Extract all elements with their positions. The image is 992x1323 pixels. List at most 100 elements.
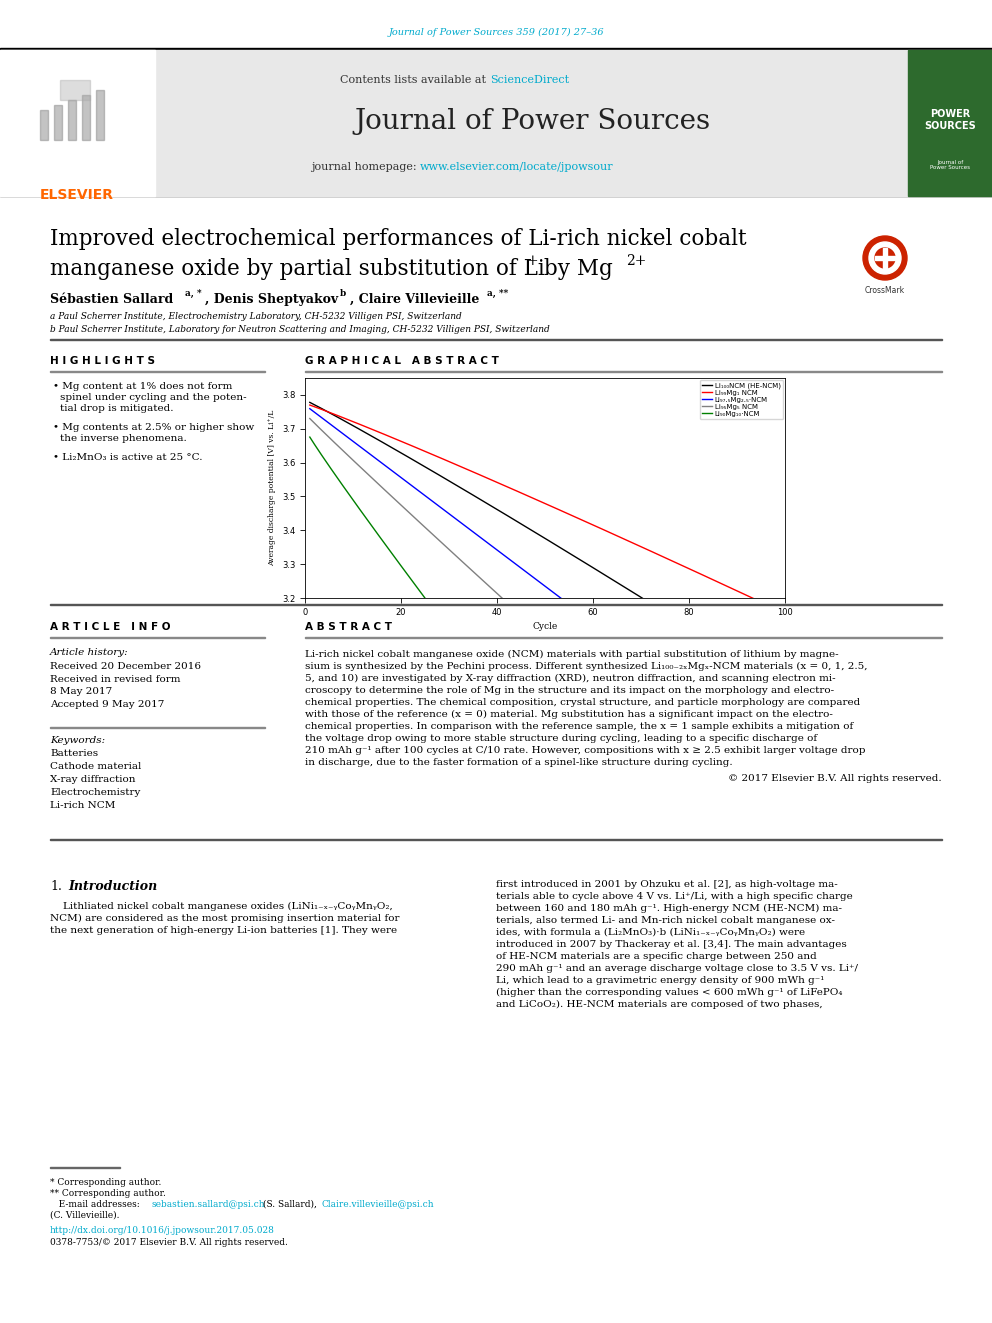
Li₉₇.₅Mg₂.₅·NCM xyxy=(779,759,791,775)
Li₉₅Mg₅ NCM xyxy=(755,824,767,840)
Text: (C. Villevieille).: (C. Villevieille). xyxy=(50,1211,119,1220)
Text: CrossMark: CrossMark xyxy=(865,286,905,295)
Li₉₀Mg₁₀·NCM xyxy=(738,1005,750,1021)
Bar xyxy=(0,193,992,196)
Li₉₉Mg₁ NCM xyxy=(392,433,404,448)
Li₉₅Mg₅ NCM xyxy=(392,495,404,511)
Text: Article history:: Article history: xyxy=(50,648,129,658)
Text: * Corresponding author.: * Corresponding author. xyxy=(50,1177,162,1187)
Li₉₉Mg₁ NCM xyxy=(431,448,442,464)
Li₉₅Mg₅ NCM xyxy=(431,529,442,545)
Text: , Claire Villevieille: , Claire Villevieille xyxy=(350,292,479,306)
Text: terials, also termed Li- and Mn-rich nickel cobalt manganese ox-: terials, also termed Li- and Mn-rich nic… xyxy=(496,916,835,925)
Li₁₀₀NCM (HE-NCM) xyxy=(755,664,767,680)
Circle shape xyxy=(863,235,907,280)
Li₉₉Mg₁ NCM xyxy=(323,405,335,421)
Text: Batteries: Batteries xyxy=(50,749,98,758)
Text: between 160 and 180 mAh g⁻¹. High-energy NCM (HE-NCM) ma-: between 160 and 180 mAh g⁻¹. High-energy… xyxy=(496,904,842,913)
Text: Received 20 December 2016: Received 20 December 2016 xyxy=(50,662,201,671)
Text: by Mg: by Mg xyxy=(537,258,613,280)
Li₉₀Mg₁₀·NCM xyxy=(755,1027,767,1043)
Li₁₀₀NCM (HE-NCM) xyxy=(431,466,442,482)
Text: Li-rich NCM: Li-rich NCM xyxy=(50,800,115,810)
Line: Li₉₀Mg₁₀·NCM: Li₉₀Mg₁₀·NCM xyxy=(310,437,785,1065)
Text: http://dx.doi.org/10.1016/j.jpowsour.2017.05.028: http://dx.doi.org/10.1016/j.jpowsour.201… xyxy=(50,1226,275,1234)
Li₉₅Mg₅ NCM xyxy=(304,410,315,426)
Text: , Denis Sheptyakov: , Denis Sheptyakov xyxy=(205,292,338,306)
Text: Lithliated nickel cobalt manganese oxides (LiNi₁₋ₓ₋ᵧCoᵧMnᵧO₂,: Lithliated nickel cobalt manganese oxide… xyxy=(50,902,393,912)
Li₉₇.₅Mg₂.₅·NCM xyxy=(431,496,442,512)
X-axis label: Cycle: Cycle xyxy=(533,622,558,631)
Li₁₀₀NCM (HE-NCM) xyxy=(332,410,344,426)
Text: introduced in 2007 by Thackeray et al. [3,4]. The main advantages: introduced in 2007 by Thackeray et al. [… xyxy=(496,941,847,949)
Text: the voltage drop owing to more stable structure during cycling, leading to a spe: the voltage drop owing to more stable st… xyxy=(305,734,817,744)
Text: first introduced in 2001 by Ohzuku et al. [2], as high-voltage ma-: first introduced in 2001 by Ohzuku et al… xyxy=(496,880,838,889)
Text: ides, with formula a (Li₂MnO₃)·b (LiNi₁₋ₓ₋ᵧCoᵧMnᵧO₂) were: ides, with formula a (Li₂MnO₃)·b (LiNi₁₋… xyxy=(496,927,806,937)
Li₉₀Mg₁₀·NCM xyxy=(392,554,404,570)
Text: 2+: 2+ xyxy=(626,254,647,269)
Li₉₀Mg₁₀·NCM xyxy=(332,471,344,487)
Text: ELSEVIER: ELSEVIER xyxy=(40,188,114,202)
Bar xyxy=(883,247,887,269)
Bar xyxy=(68,101,76,140)
Text: Contents lists available at: Contents lists available at xyxy=(340,75,490,85)
Li₉₅Mg₅ NCM xyxy=(332,438,344,454)
Line: Li₁₀₀NCM (HE-NCM): Li₁₀₀NCM (HE-NCM) xyxy=(310,402,785,688)
Text: Improved electrochemical performances of Li-rich nickel cobalt: Improved electrochemical performances of… xyxy=(50,228,747,250)
Li₁₀₀NCM (HE-NCM) xyxy=(738,654,750,669)
Text: 1.: 1. xyxy=(50,880,62,893)
Text: ScienceDirect: ScienceDirect xyxy=(490,75,569,85)
Text: manganese oxide by partial substitution of Li: manganese oxide by partial substitution … xyxy=(50,258,545,280)
Text: (S. Sallard),: (S. Sallard), xyxy=(260,1200,319,1209)
Li₉₉Mg₁ NCM xyxy=(755,594,767,610)
Circle shape xyxy=(869,242,901,274)
Text: Li, which lead to a gravimetric energy density of 900 mWh g⁻¹: Li, which lead to a gravimetric energy d… xyxy=(496,976,824,986)
Li₁₀₀NCM (HE-NCM) xyxy=(304,394,315,410)
Text: terials able to cycle above 4 V vs. Li⁺/Li, with a high specific charge: terials able to cycle above 4 V vs. Li⁺/… xyxy=(496,892,853,901)
Text: © 2017 Elsevier B.V. All rights reserved.: © 2017 Elsevier B.V. All rights reserved… xyxy=(728,774,942,783)
Text: of HE-NCM materials are a specific charge between 250 and: of HE-NCM materials are a specific charg… xyxy=(496,953,816,960)
Text: a, **: a, ** xyxy=(487,288,508,298)
Text: • Li₂MnO₃ is active at 25 °C.: • Li₂MnO₃ is active at 25 °C. xyxy=(53,452,202,462)
Li₉₉Mg₁ NCM xyxy=(738,586,750,602)
Text: b Paul Scherrer Institute, Laboratory for Neutron Scattering and Imaging, CH-523: b Paul Scherrer Institute, Laboratory fo… xyxy=(50,325,550,333)
Line: Li₉₇.₅Mg₂.₅·NCM: Li₉₇.₅Mg₂.₅·NCM xyxy=(310,409,785,767)
Text: Claire.villevieille@psi.ch: Claire.villevieille@psi.ch xyxy=(322,1200,434,1209)
Li₉₇.₅Mg₂.₅·NCM xyxy=(304,401,315,417)
Text: croscopy to determine the role of Mg in the structure and its impact on the morp: croscopy to determine the role of Mg in … xyxy=(305,687,834,695)
Text: 0378-7753/© 2017 Elsevier B.V. All rights reserved.: 0378-7753/© 2017 Elsevier B.V. All right… xyxy=(50,1238,288,1248)
Text: in discharge, due to the faster formation of a spinel-like structure during cycl: in discharge, due to the faster formatio… xyxy=(305,758,733,767)
Bar xyxy=(60,79,90,101)
Text: spinel under cycling and the poten-: spinel under cycling and the poten- xyxy=(60,393,247,402)
Li₉₇.₅Mg₂.₅·NCM xyxy=(755,741,767,757)
Text: Cathode material: Cathode material xyxy=(50,762,142,771)
Text: A B S T R A C T: A B S T R A C T xyxy=(305,622,392,632)
Text: the inverse phenomena.: the inverse phenomena. xyxy=(60,434,186,443)
Text: chemical properties. In comparison with the reference sample, the x = 1 sample e: chemical properties. In comparison with … xyxy=(305,722,853,732)
Circle shape xyxy=(875,247,895,269)
Bar xyxy=(875,255,895,261)
Text: • Mg content at 1% does not form: • Mg content at 1% does not form xyxy=(53,382,232,392)
Text: (higher than the corresponding values < 600 mWh g⁻¹ of LiFePO₄: (higher than the corresponding values < … xyxy=(496,988,842,998)
Text: sium is synthesized by the Pechini process. Different synthesized Li₁₀₀₋₂ₓMgₓ-NC: sium is synthesized by the Pechini proce… xyxy=(305,662,867,671)
Bar xyxy=(82,95,90,140)
Text: and LiCoO₂). HE-NCM materials are composed of two phases,: and LiCoO₂). HE-NCM materials are compos… xyxy=(496,1000,822,1009)
Li₉₉Mg₁ NCM xyxy=(779,606,791,622)
Li₉₇.₅Mg₂.₅·NCM xyxy=(392,467,404,483)
Text: Sébastien Sallard: Sébastien Sallard xyxy=(50,292,174,306)
Text: a, *: a, * xyxy=(185,288,201,298)
Li₉₉Mg₁ NCM xyxy=(332,407,344,423)
Text: 210 mAh g⁻¹ after 100 cycles at C/10 rate. However, compositions with x ≥ 2.5 ex: 210 mAh g⁻¹ after 100 cycles at C/10 rat… xyxy=(305,746,865,755)
Text: +: + xyxy=(527,254,539,269)
Li₉₅Mg₅ NCM xyxy=(323,429,335,445)
Text: Journal of Power Sources: Journal of Power Sources xyxy=(354,108,710,135)
Li₉₀Mg₁₀·NCM xyxy=(323,458,335,474)
Legend: Li₁₀₀NCM (HE-NCM), Li₉₉Mg₁ NCM, Li₉₇.₅Mg₂.₅·NCM, Li₉₅Mg₅ NCM, Li₉₀Mg₁₀·NCM: Li₁₀₀NCM (HE-NCM), Li₉₉Mg₁ NCM, Li₉₇.₅Mg… xyxy=(699,380,783,419)
Text: Keywords:: Keywords: xyxy=(50,736,105,745)
Text: POWER
SOURCES: POWER SOURCES xyxy=(925,110,976,131)
Text: • Mg contents at 2.5% or higher show: • Mg contents at 2.5% or higher show xyxy=(53,423,254,433)
Text: Journal of Power Sources 359 (2017) 27–36: Journal of Power Sources 359 (2017) 27–3… xyxy=(388,28,604,37)
Li₉₀Mg₁₀·NCM xyxy=(304,429,315,445)
Text: NCM) are considered as the most promising insertion material for: NCM) are considered as the most promisin… xyxy=(50,914,400,923)
Line: Li₉₅Mg₅ NCM: Li₉₅Mg₅ NCM xyxy=(310,418,785,853)
